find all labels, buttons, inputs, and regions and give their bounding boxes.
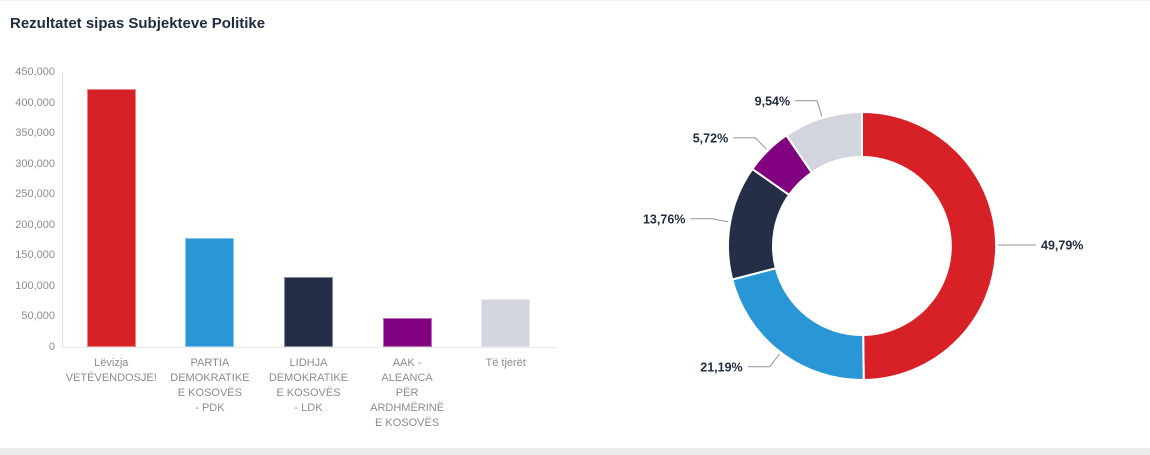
donut-percentage-label-0: 49,79% [1041,239,1083,253]
donut-percentage-label-2: 13,76% [643,212,685,226]
x-category-label: Të tjerët [485,357,526,369]
donut-slice-1[interactable]: PARTIA DEMOKRATIKE E KOSOVËS - PDK 21,19… [731,267,865,381]
x-category-label: AAK - ALEANCA PËR ARDHMËRINË E KOSOVËS [370,357,445,429]
x-category-label: LIDHJA DEMOKRATIKE E KOSOVËS - LDK [268,357,349,414]
y-tick-label: 0 [48,341,55,353]
donut-leader-line-3 [733,137,767,150]
donut-percentage-label-3: 5,72% [693,131,728,145]
y-tick-label: 200,000 [15,218,55,231]
donut-slice-4[interactable]: Të tjerët 9,54% [785,110,863,174]
x-axis-line [62,347,556,348]
bar-2[interactable] [284,277,333,347]
donut-leader-line-2 [690,218,729,223]
y-tick-label: 250,000 [15,188,55,201]
donut-percentage-label-4: 9,54% [755,94,790,108]
bar-1[interactable] [185,237,235,347]
y-tick-label: 100,000 [15,279,55,292]
donut-percentage-label-1: 21,19% [700,360,742,374]
donut-leader-line-4 [795,100,823,117]
donut-slice-0[interactable]: Lëvizja VETËVENDOSJE! 49,79% [861,110,998,382]
page-title: Rezultatet sipas Subjekteve Politike [10,15,266,32]
y-tick-label: 50,000 [21,310,55,323]
donut-leader-line-1 [747,353,780,368]
bottom-strip [0,448,1150,455]
bar-chart: 0 50,000 100,000 150,000 200,000 250,000 300,0… [0,61,580,441]
x-category-label: Lëvizja VETËVENDOSJE! [65,357,157,384]
bar-4[interactable] [481,299,531,347]
y-tick-label: 450,000 [15,66,55,78]
y-axis-line [62,72,63,348]
y-tick-label: 400,000 [15,96,55,109]
bar-3[interactable] [382,317,432,347]
y-tick-label: 150,000 [15,249,55,262]
y-tick-label: 300,000 [15,157,55,170]
x-category-label: PARTIA DEMOKRATIKE E KOSOVËS - PDK [170,357,250,414]
y-tick-label: 350,000 [15,127,55,140]
bar-0[interactable] [86,89,136,347]
donut-chart: Lëvizja VETËVENDOSJE! 49,79% 49,79% PARTIA… [643,94,1083,382]
